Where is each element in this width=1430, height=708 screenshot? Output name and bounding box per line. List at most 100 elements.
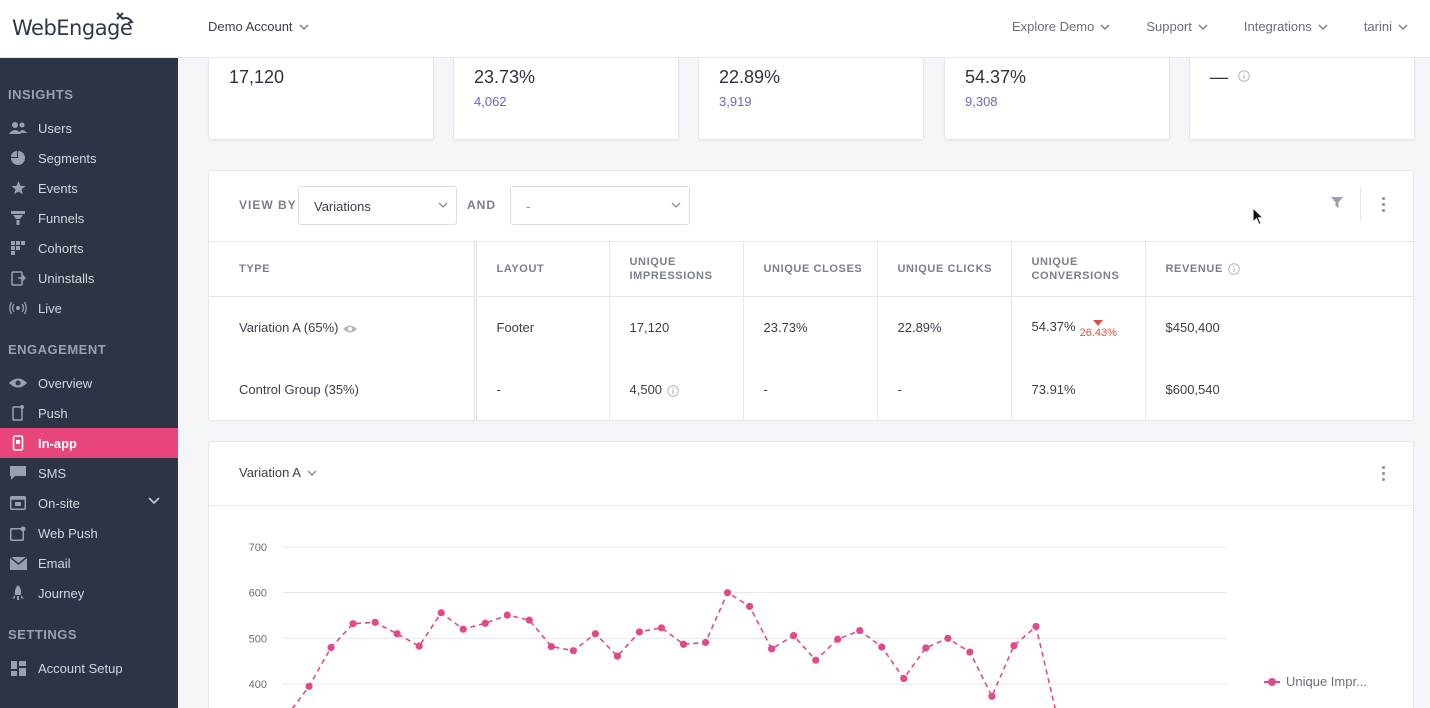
- data-point[interactable]: [547, 642, 555, 651]
- legend-item[interactable]: Unique Impr...: [1264, 674, 1367, 689]
- data-point[interactable]: [878, 643, 886, 651]
- header-label: UNIQUE IMPRESSIONS: [629, 256, 713, 282]
- column-header-revenue[interactable]: REVENUE: [1145, 241, 1415, 297]
- info-icon[interactable]: [1238, 70, 1250, 82]
- info-icon[interactable]: [667, 384, 679, 397]
- section-title-engagement: ENGAGEMENT: [8, 342, 107, 357]
- data-point[interactable]: [723, 589, 732, 597]
- data-point[interactable]: [437, 609, 445, 617]
- nav-integrations[interactable]: Integrations: [1244, 19, 1328, 34]
- data-point[interactable]: [856, 626, 864, 635]
- column-header-conversions[interactable]: UNIQUE CONVERSIONS: [1011, 241, 1146, 297]
- sidebar-item-account-setup[interactable]: Account Setup: [0, 653, 178, 683]
- more-options-icon[interactable]: [1380, 197, 1386, 215]
- sidebar-item-cohorts[interactable]: Cohorts: [0, 233, 178, 263]
- view-by-select[interactable]: Variations: [298, 186, 457, 225]
- sidebar-item-overview[interactable]: Overview: [0, 368, 178, 398]
- data-point[interactable]: [613, 652, 622, 660]
- data-point[interactable]: [790, 631, 798, 640]
- dashboard-icon: [9, 660, 27, 676]
- sidebar-item-live[interactable]: Live: [0, 293, 178, 323]
- sidebar-item-journey[interactable]: Journey: [0, 578, 178, 608]
- stat-value: 54.37%: [965, 67, 1027, 87]
- data-point[interactable]: [481, 619, 489, 627]
- data-point[interactable]: [393, 630, 401, 638]
- data-point[interactable]: [635, 628, 644, 636]
- stat-sub-count[interactable]: 4,062: [474, 94, 507, 109]
- nav-label: Explore Demo: [1011, 19, 1095, 34]
- nav-user-menu[interactable]: tarini: [1364, 19, 1408, 34]
- column-header-layout[interactable]: LAYOUT: [475, 241, 610, 297]
- data-point[interactable]: [944, 634, 952, 642]
- column-header-type[interactable]: TYPE: [209, 241, 477, 297]
- data-point[interactable]: [746, 602, 754, 610]
- series-line: [291, 591, 1056, 708]
- sidebar-item-segments[interactable]: Segments: [0, 143, 178, 173]
- sidebar-item-label: Uninstalls: [38, 270, 95, 286]
- data-point[interactable]: [459, 625, 467, 633]
- nav-support[interactable]: Support: [1146, 19, 1208, 34]
- variation-select[interactable]: Variation A: [239, 465, 317, 480]
- sidebar-item-sms[interactable]: SMS: [0, 458, 178, 488]
- stat-sub-count[interactable]: 3,919: [719, 94, 752, 109]
- sidebar-item-email[interactable]: Email: [0, 548, 178, 578]
- data-point[interactable]: [503, 611, 511, 619]
- data-point[interactable]: [834, 635, 842, 643]
- sidebar-item-funnels[interactable]: Funnels: [0, 203, 178, 233]
- nav-label: tarini: [1363, 19, 1392, 34]
- sidebar-item-label: Overview: [38, 375, 93, 391]
- cell-impressions: 17,120: [609, 296, 744, 359]
- data-point[interactable]: [988, 692, 996, 700]
- data-point[interactable]: [525, 616, 533, 624]
- data-point[interactable]: [327, 643, 335, 652]
- data-point[interactable]: [922, 644, 930, 652]
- account-switcher[interactable]: Demo Account: [208, 19, 309, 34]
- data-point[interactable]: [657, 624, 666, 632]
- data-point[interactable]: [371, 618, 379, 626]
- eye-icon: [9, 375, 27, 391]
- sidebar-item-web-push[interactable]: Web Push: [0, 518, 178, 548]
- secondary-select[interactable]: -: [510, 186, 690, 225]
- data-point[interactable]: [1032, 622, 1040, 631]
- view-by-value: Variations: [314, 199, 371, 214]
- column-header-clicks[interactable]: UNIQUE CLICKS: [877, 241, 1012, 297]
- sidebar-item-in-app[interactable]: In-app: [0, 428, 178, 458]
- delta-badge: 26.43%: [1080, 320, 1117, 339]
- column-header-impressions[interactable]: UNIQUE IMPRESSIONS: [609, 241, 744, 297]
- sidebar-item-label: Journey: [38, 585, 85, 601]
- more-options-icon[interactable]: [1380, 466, 1386, 484]
- nav-explore-demo[interactable]: Explore Demo: [1012, 19, 1110, 34]
- rocket-icon: [9, 585, 27, 601]
- chevron-down-icon[interactable]: [148, 497, 160, 505]
- info-icon[interactable]: [1228, 263, 1240, 275]
- sidebar-item-label: Email: [38, 555, 71, 571]
- cell-closes: -: [743, 358, 878, 421]
- sidebar-item-label: Events: [38, 180, 78, 196]
- stat-value: 22.89%: [719, 67, 781, 87]
- header-label: UNIQUE CONVERSIONS: [1031, 256, 1120, 282]
- sidebar-item-uninstalls[interactable]: Uninstalls: [0, 263, 178, 293]
- data-point[interactable]: [679, 640, 688, 648]
- data-point[interactable]: [812, 656, 820, 664]
- stat-sub-count[interactable]: 9,308: [965, 94, 998, 109]
- cell-conversions: 54.37% 26.43%: [1011, 296, 1146, 359]
- data-point[interactable]: [305, 682, 313, 690]
- filter-icon[interactable]: [1331, 197, 1343, 209]
- data-point[interactable]: [768, 645, 776, 653]
- data-point[interactable]: [966, 648, 974, 656]
- data-point[interactable]: [591, 630, 599, 638]
- sidebar-item-push[interactable]: Push: [0, 398, 178, 428]
- data-point[interactable]: [900, 674, 908, 683]
- data-point[interactable]: [349, 620, 357, 628]
- data-point[interactable]: [569, 647, 577, 655]
- column-header-closes[interactable]: UNIQUE CLOSES: [743, 241, 878, 297]
- mobile-icon: [9, 405, 27, 421]
- sidebar-item-events[interactable]: Events: [0, 173, 178, 203]
- data-point[interactable]: [1010, 642, 1018, 650]
- eye-icon[interactable]: [343, 324, 358, 334]
- sidebar-item-users[interactable]: Users: [0, 113, 178, 143]
- sidebar-item-on-site[interactable]: On-site: [0, 488, 178, 518]
- data-point[interactable]: [415, 642, 423, 650]
- broadcast-icon: [9, 300, 27, 316]
- data-point[interactable]: [701, 638, 710, 647]
